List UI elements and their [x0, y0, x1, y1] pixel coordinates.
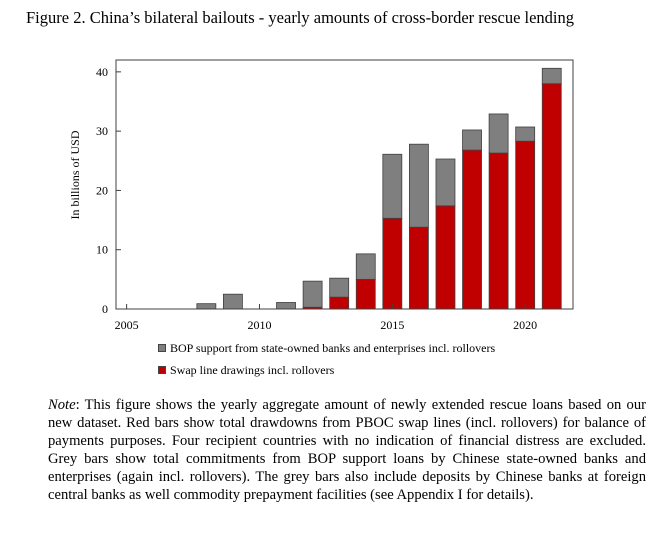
x-tick-label: 2005 — [115, 318, 139, 332]
legend-item-bop: BOP support from state-owned banks and e… — [158, 337, 495, 359]
y-tick-label: 40 — [96, 65, 108, 79]
bar-bop-support — [276, 302, 296, 310]
bar-bop-support — [435, 158, 456, 207]
bar-bop-support — [408, 143, 429, 228]
bar-swap-line — [408, 226, 429, 310]
bars-group — [196, 67, 562, 310]
axes-group: 0 10 20 30 40 2005 2010 2015 2020 — [96, 59, 574, 332]
bar-swap-line — [329, 296, 350, 310]
bar-bop-support — [302, 280, 323, 308]
y-tick-label: 20 — [96, 183, 108, 197]
y-axis-label: In billions of USD — [68, 130, 82, 219]
note-lead: Note — [48, 397, 76, 413]
bar-swap-line — [435, 205, 456, 310]
x-tick-label: 2015 — [380, 318, 404, 332]
y-tick-label: 0 — [102, 302, 108, 316]
figure-title: Figure 2. China’s bilateral bailouts - y… — [26, 8, 575, 27]
y-tick-label: 10 — [96, 243, 108, 257]
bar-bop-support — [488, 113, 509, 154]
bar-bop-support — [196, 303, 217, 310]
legend-swatch-grey — [158, 344, 166, 352]
y-tick-label: 30 — [96, 124, 108, 138]
bar-bop-support — [462, 129, 482, 151]
bar-swap-line — [541, 83, 562, 310]
legend-label-bop: BOP support from state-owned banks and e… — [170, 341, 496, 355]
x-tick-label: 2020 — [513, 318, 537, 332]
bar-bop-support — [355, 253, 376, 280]
bar-swap-line — [355, 278, 376, 310]
plot-frame — [115, 59, 574, 310]
bar-bop-support — [541, 67, 562, 85]
figure-note: Note: This figure shows the yearly aggre… — [48, 396, 646, 504]
legend-item-swap: Swap line drawings incl. rollovers — [158, 359, 495, 381]
legend-swatch-red — [158, 366, 166, 374]
bar-swap-line — [488, 152, 509, 310]
legend: BOP support from state-owned banks and e… — [158, 337, 495, 381]
bar-swap-line — [462, 149, 482, 310]
bar-bop-support — [382, 153, 403, 219]
bar-bop-support — [223, 293, 243, 310]
bar-bop-support — [515, 126, 536, 142]
bar-bop-support — [329, 277, 350, 298]
bar-swap-line — [382, 217, 403, 310]
x-tick-label: 2010 — [247, 318, 271, 332]
note-text: : This figure shows the yearly aggregate… — [48, 397, 646, 503]
legend-label-swap: Swap line drawings incl. rollovers — [170, 363, 335, 377]
bar-swap-line — [515, 140, 536, 310]
stacked-bar-chart: 0 10 20 30 40 2005 2010 2015 2020 In billions of… — [68, 59, 574, 332]
